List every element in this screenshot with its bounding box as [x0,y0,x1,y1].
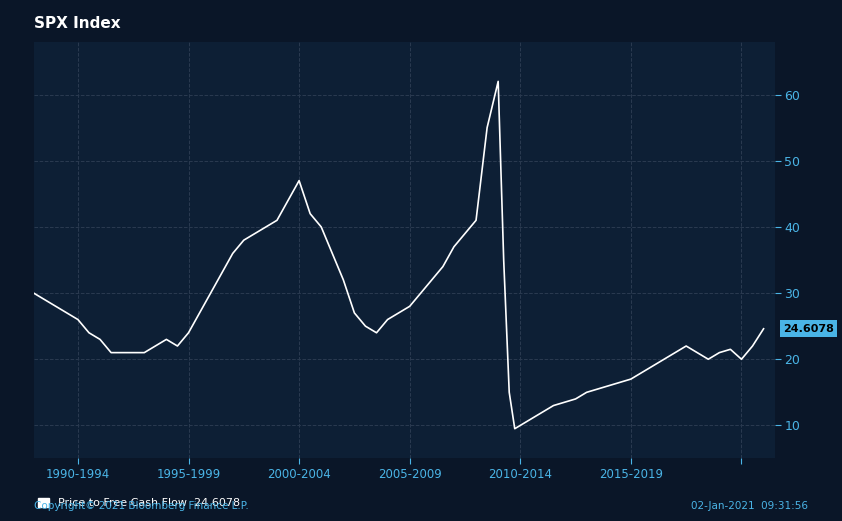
Text: SPX Index: SPX Index [34,16,120,31]
Text: Copyright© 2021 Bloomberg Finance L.P.: Copyright© 2021 Bloomberg Finance L.P. [34,501,248,511]
Legend: Price to Free Cash Flow  24.6078: Price to Free Cash Flow 24.6078 [34,494,245,513]
Text: 24.6078: 24.6078 [783,324,834,334]
Text: 02-Jan-2021  09:31:56: 02-Jan-2021 09:31:56 [691,501,808,511]
